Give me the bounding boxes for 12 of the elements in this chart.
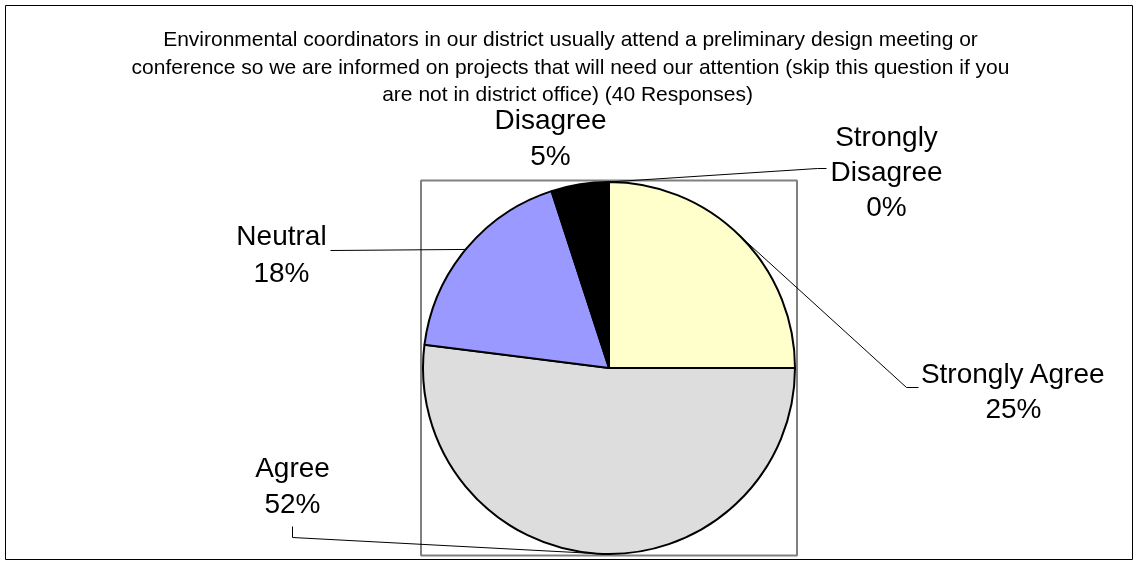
data-label: 5% bbox=[530, 140, 571, 171]
data-label: 52% bbox=[264, 488, 321, 519]
slice-label: Disagree bbox=[494, 104, 607, 135]
slice-label: Neutral bbox=[236, 220, 327, 251]
category-label: Strongly bbox=[835, 121, 938, 152]
data-label: 18% bbox=[253, 257, 310, 288]
data-label: 25% bbox=[985, 393, 1042, 424]
slice-label: Agree bbox=[255, 452, 330, 483]
text: 0% bbox=[866, 191, 907, 222]
chart-title: Environmental coordinators in our district usually attend a preliminary design meeting or conference so we are informed on projects that will need our attention (skip this question if you are not in district office) (40 Responses) bbox=[131, 27, 1010, 105]
slice-label: Disagree bbox=[830, 156, 943, 187]
slice-label: Strongly Agree bbox=[920, 358, 1105, 389]
